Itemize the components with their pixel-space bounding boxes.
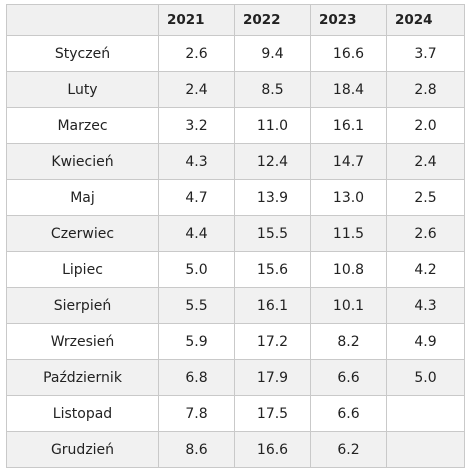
month-cell: Kwiecień bbox=[6, 143, 159, 180]
month-cell: Czerwiec bbox=[6, 215, 159, 252]
table-row: Lipiec 5.0 15.6 10.8 4.2 bbox=[6, 251, 465, 288]
value-cell: 2.6 bbox=[386, 215, 465, 252]
table-row: Czerwiec 4.4 15.5 11.5 2.6 bbox=[6, 215, 465, 252]
value-cell: 10.8 bbox=[310, 251, 387, 288]
value-cell: 15.6 bbox=[234, 251, 311, 288]
value-cell: 4.3 bbox=[158, 143, 235, 180]
value-cell: 8.2 bbox=[310, 323, 387, 360]
value-cell: 5.0 bbox=[386, 359, 465, 396]
value-cell: 11.0 bbox=[234, 107, 311, 144]
value-cell: 2.8 bbox=[386, 71, 465, 108]
month-cell: Marzec bbox=[6, 107, 159, 144]
value-cell: 5.0 bbox=[158, 251, 235, 288]
value-cell bbox=[386, 431, 465, 468]
value-cell: 17.9 bbox=[234, 359, 311, 396]
table-row: Luty 2.4 8.5 18.4 2.8 bbox=[6, 71, 465, 108]
table-row: Marzec 3.2 11.0 16.1 2.0 bbox=[6, 107, 465, 144]
value-cell: 12.4 bbox=[234, 143, 311, 180]
value-cell: 8.6 bbox=[158, 431, 235, 468]
value-cell: 2.0 bbox=[386, 107, 465, 144]
year-header-2021: 2021 bbox=[158, 4, 235, 36]
value-cell: 14.7 bbox=[310, 143, 387, 180]
table-row: Październik 6.8 17.9 6.6 5.0 bbox=[6, 359, 465, 396]
value-cell: 18.4 bbox=[310, 71, 387, 108]
table-row: Maj 4.7 13.9 13.0 2.5 bbox=[6, 179, 465, 216]
value-cell: 17.2 bbox=[234, 323, 311, 360]
value-cell: 4.9 bbox=[386, 323, 465, 360]
value-cell: 16.1 bbox=[234, 287, 311, 324]
value-cell: 3.7 bbox=[386, 35, 465, 72]
value-cell: 13.0 bbox=[310, 179, 387, 216]
value-cell: 11.5 bbox=[310, 215, 387, 252]
month-cell: Wrzesień bbox=[6, 323, 159, 360]
month-cell: Luty bbox=[6, 71, 159, 108]
value-cell: 5.5 bbox=[158, 287, 235, 324]
value-cell: 4.3 bbox=[386, 287, 465, 324]
month-cell: Sierpień bbox=[6, 287, 159, 324]
year-header-2023: 2023 bbox=[310, 4, 387, 36]
value-cell: 5.9 bbox=[158, 323, 235, 360]
table-row: Styczeń 2.6 9.4 16.6 3.7 bbox=[6, 35, 465, 72]
table-row: Wrzesień 5.9 17.2 8.2 4.9 bbox=[6, 323, 465, 360]
table-row: Sierpień 5.5 16.1 10.1 4.3 bbox=[6, 287, 465, 324]
value-cell: 2.4 bbox=[158, 71, 235, 108]
value-cell: 6.8 bbox=[158, 359, 235, 396]
table-body: Styczeń 2.6 9.4 16.6 3.7 Luty 2.4 8.5 18.4 2.8 Mar… bbox=[6, 35, 465, 468]
value-cell: 16.1 bbox=[310, 107, 387, 144]
corner-header-cell bbox=[6, 4, 159, 36]
table-row: Grudzień 8.6 16.6 6.2 bbox=[6, 431, 465, 468]
month-cell: Grudzień bbox=[6, 431, 159, 468]
value-cell: 10.1 bbox=[310, 287, 387, 324]
value-cell: 16.6 bbox=[310, 35, 387, 72]
table-container: 2021 2022 2023 2024 Styczeń 2.6 9.4 16.6 3.7… bbox=[6, 4, 465, 468]
month-cell: Styczeń bbox=[6, 35, 159, 72]
year-header-2022: 2022 bbox=[234, 4, 311, 36]
value-cell: 17.5 bbox=[234, 395, 311, 432]
value-cell: 4.4 bbox=[158, 215, 235, 252]
value-cell: 3.2 bbox=[158, 107, 235, 144]
value-cell: 6.6 bbox=[310, 395, 387, 432]
value-cell: 13.9 bbox=[234, 179, 311, 216]
month-cell: Październik bbox=[6, 359, 159, 396]
table-row: Listopad 7.8 17.5 6.6 bbox=[6, 395, 465, 432]
value-cell: 8.5 bbox=[234, 71, 311, 108]
inflation-table: 2021 2022 2023 2024 Styczeń 2.6 9.4 16.6 3.7… bbox=[6, 4, 465, 468]
value-cell: 7.8 bbox=[158, 395, 235, 432]
header-row: 2021 2022 2023 2024 bbox=[6, 4, 465, 36]
value-cell: 2.6 bbox=[158, 35, 235, 72]
value-cell: 2.4 bbox=[386, 143, 465, 180]
month-cell: Maj bbox=[6, 179, 159, 216]
value-cell: 6.2 bbox=[310, 431, 387, 468]
value-cell: 16.6 bbox=[234, 431, 311, 468]
month-cell: Listopad bbox=[6, 395, 159, 432]
year-header-2024: 2024 bbox=[386, 4, 465, 36]
value-cell: 9.4 bbox=[234, 35, 311, 72]
table-row: Kwiecień 4.3 12.4 14.7 2.4 bbox=[6, 143, 465, 180]
value-cell: 4.7 bbox=[158, 179, 235, 216]
month-cell: Lipiec bbox=[6, 251, 159, 288]
value-cell: 6.6 bbox=[310, 359, 387, 396]
value-cell bbox=[386, 395, 465, 432]
value-cell: 4.2 bbox=[386, 251, 465, 288]
value-cell: 2.5 bbox=[386, 179, 465, 216]
value-cell: 15.5 bbox=[234, 215, 311, 252]
